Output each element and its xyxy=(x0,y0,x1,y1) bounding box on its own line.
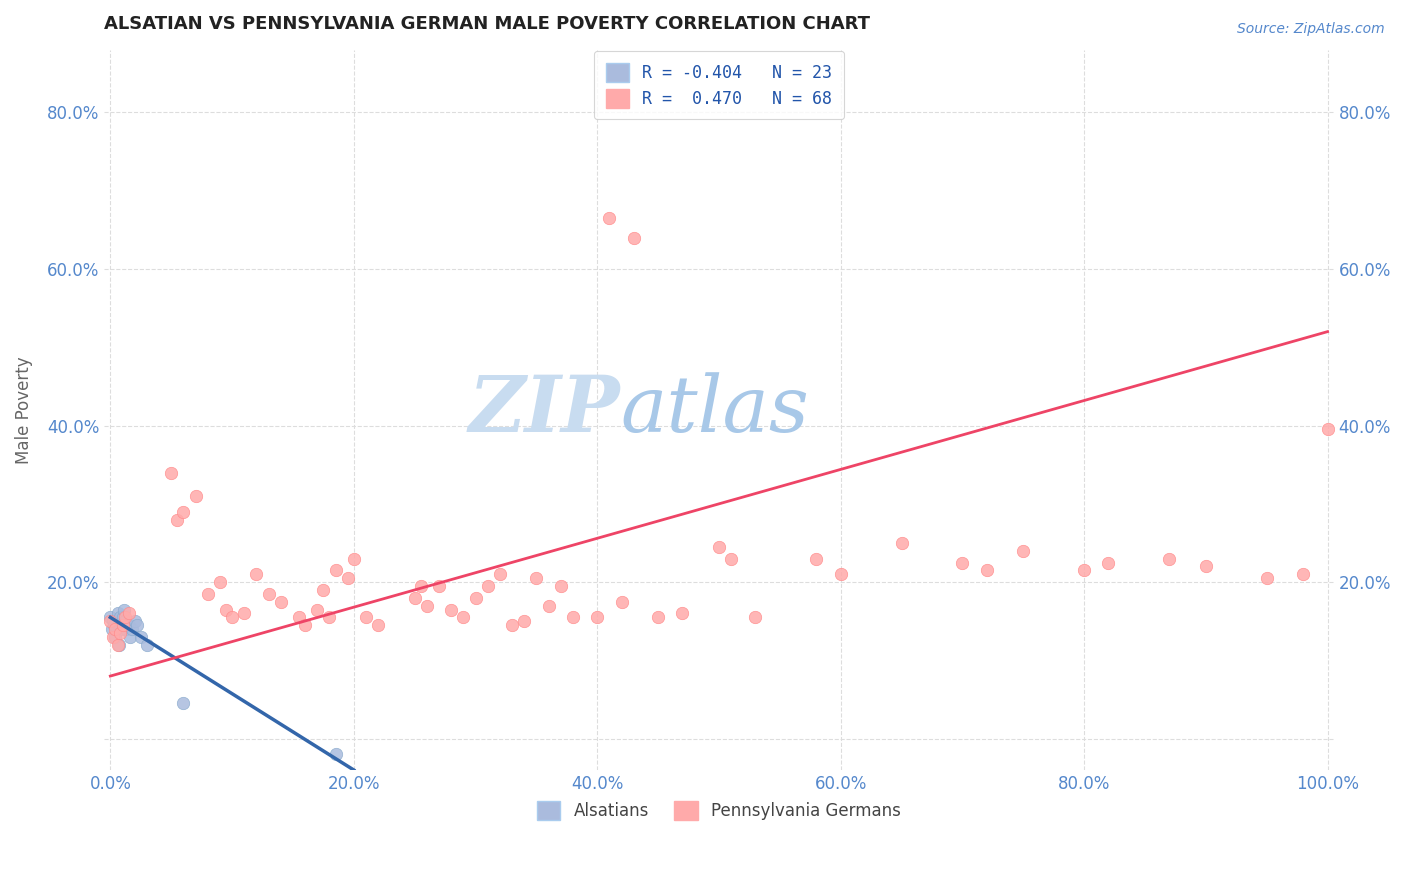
Point xyxy=(172,505,194,519)
Point xyxy=(1073,563,1095,577)
Point xyxy=(1195,559,1218,574)
Point xyxy=(107,607,129,621)
Point xyxy=(100,622,122,636)
Point xyxy=(108,626,131,640)
Point xyxy=(117,607,139,621)
Point xyxy=(720,551,742,566)
Point xyxy=(111,610,134,624)
Point xyxy=(124,614,146,628)
Point xyxy=(464,591,486,605)
Point xyxy=(197,587,219,601)
Point xyxy=(1097,556,1119,570)
Point xyxy=(233,607,256,621)
Point xyxy=(586,610,609,624)
Point xyxy=(103,618,125,632)
Point xyxy=(806,551,828,566)
Point xyxy=(101,630,124,644)
Point xyxy=(1316,422,1339,436)
Text: Source: ZipAtlas.com: Source: ZipAtlas.com xyxy=(1237,22,1385,37)
Point xyxy=(104,622,127,636)
Point xyxy=(121,622,143,636)
Point xyxy=(440,602,463,616)
Point xyxy=(307,602,329,616)
Point xyxy=(550,579,572,593)
Text: ALSATIAN VS PENNSYLVANIA GERMAN MALE POVERTY CORRELATION CHART: ALSATIAN VS PENNSYLVANIA GERMAN MALE POV… xyxy=(104,15,870,33)
Point xyxy=(409,579,432,593)
Point xyxy=(1159,551,1181,566)
Point xyxy=(108,638,131,652)
Point xyxy=(221,610,243,624)
Point xyxy=(707,540,730,554)
Point xyxy=(98,610,121,624)
Point xyxy=(294,618,316,632)
Point xyxy=(623,230,645,244)
Point xyxy=(1012,544,1035,558)
Point xyxy=(318,610,340,624)
Text: atlas: atlas xyxy=(620,372,810,448)
Point xyxy=(166,512,188,526)
Point xyxy=(489,567,512,582)
Point xyxy=(477,579,499,593)
Point xyxy=(1256,571,1278,585)
Point xyxy=(404,591,426,605)
Y-axis label: Male Poverty: Male Poverty xyxy=(15,356,32,464)
Point xyxy=(114,614,136,628)
Point xyxy=(115,622,138,636)
Point xyxy=(610,595,633,609)
Point xyxy=(112,602,135,616)
Point xyxy=(111,618,134,632)
Point xyxy=(111,622,134,636)
Legend: Alsatians, Pennsylvania Germans: Alsatians, Pennsylvania Germans xyxy=(530,794,907,827)
Point xyxy=(325,563,347,577)
Point xyxy=(98,614,121,628)
Point xyxy=(537,599,560,613)
Point xyxy=(513,614,536,628)
Point xyxy=(325,747,347,762)
Point xyxy=(104,630,127,644)
Point xyxy=(427,579,450,593)
Point xyxy=(108,610,131,624)
Point xyxy=(671,607,693,621)
Point xyxy=(890,536,912,550)
Point xyxy=(561,610,583,624)
Point xyxy=(336,571,359,585)
Point xyxy=(257,587,280,601)
Point xyxy=(107,638,129,652)
Point xyxy=(129,630,152,644)
Point xyxy=(501,618,523,632)
Point xyxy=(598,211,620,226)
Point xyxy=(288,610,311,624)
Point xyxy=(127,618,149,632)
Point xyxy=(312,582,335,597)
Point xyxy=(117,618,139,632)
Point xyxy=(245,567,267,582)
Point xyxy=(354,610,377,624)
Point xyxy=(208,575,231,590)
Point xyxy=(114,610,136,624)
Point xyxy=(215,602,238,616)
Point xyxy=(118,630,141,644)
Point xyxy=(101,614,124,628)
Point xyxy=(950,556,973,570)
Point xyxy=(453,610,475,624)
Point xyxy=(416,599,439,613)
Point xyxy=(647,610,669,624)
Point xyxy=(184,489,207,503)
Point xyxy=(830,567,852,582)
Point xyxy=(135,638,157,652)
Point xyxy=(172,697,194,711)
Point xyxy=(117,618,139,632)
Text: ZIP: ZIP xyxy=(470,372,620,448)
Point xyxy=(160,466,183,480)
Point xyxy=(270,595,292,609)
Point xyxy=(976,563,998,577)
Point xyxy=(744,610,766,624)
Point xyxy=(1292,567,1315,582)
Point xyxy=(367,618,389,632)
Point xyxy=(343,551,366,566)
Point xyxy=(524,571,547,585)
